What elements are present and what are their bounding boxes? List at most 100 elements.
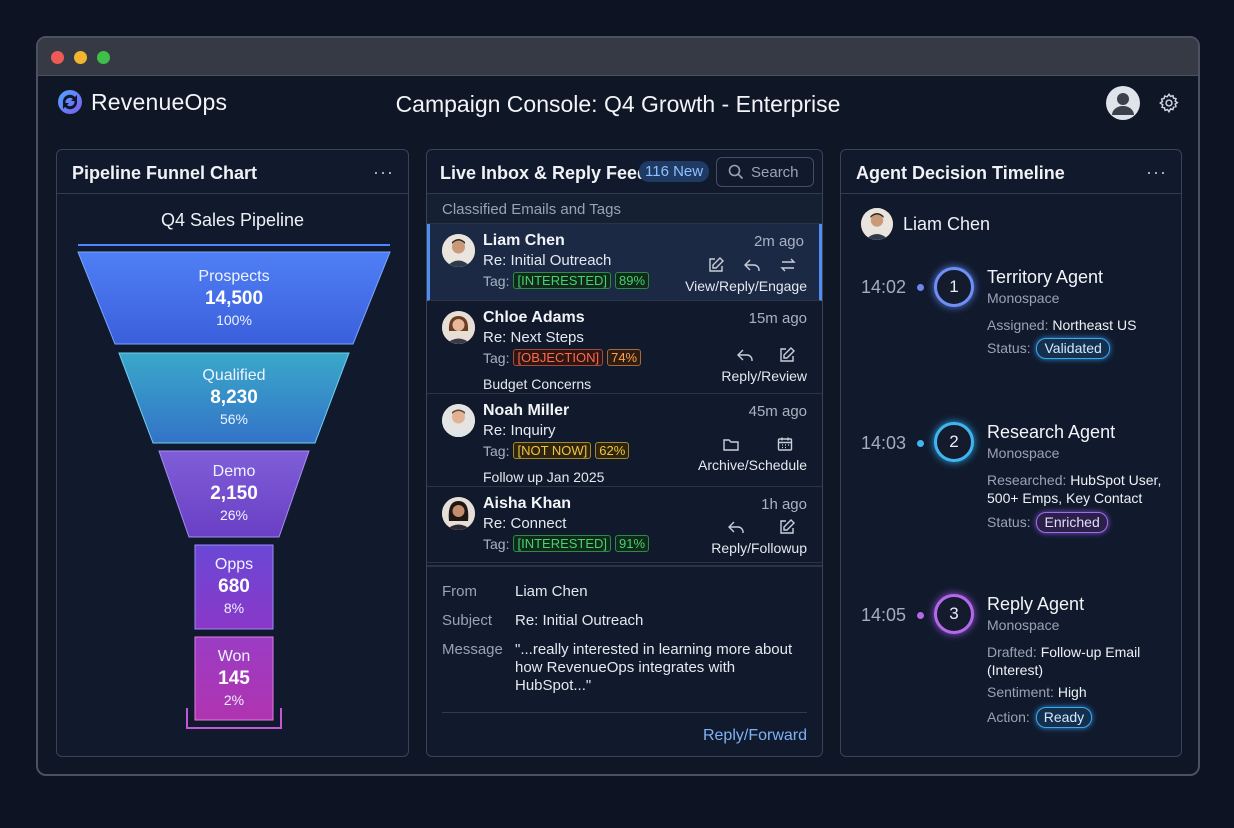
- new-count-badge[interactable]: 116 New: [639, 161, 710, 182]
- settings-gear-icon[interactable]: [1158, 92, 1180, 114]
- email-sender: Chloe Adams: [483, 309, 585, 326]
- confidence-score: 62%: [595, 442, 630, 459]
- edit-icon[interactable]: [778, 346, 796, 364]
- detail-from: Liam Chen: [515, 583, 588, 600]
- tag-interested: [INTERESTED]: [513, 535, 612, 552]
- timeline-marker: [917, 440, 924, 447]
- email-tag-row: Tag: [INTERESTED] 89%: [483, 272, 650, 289]
- email-time: 2m ago: [753, 233, 804, 250]
- agent-name: Territory Agent: [987, 267, 1104, 287]
- agent-name: Reply Agent: [987, 594, 1085, 614]
- inbox-subheader: Classified Emails and Tags: [427, 194, 822, 224]
- stage-name: Won: [217, 648, 251, 665]
- user-avatar-button[interactable]: [1106, 86, 1140, 120]
- email-action-links[interactable]: Reply/Review: [721, 368, 807, 384]
- funnel-stage-qualified: [118, 352, 350, 444]
- page-title: Campaign Console: Q4 Growth - Enterprise: [395, 91, 841, 117]
- maximize-window-button[interactable]: [97, 51, 110, 64]
- email-item[interactable]: Chloe Adams Re: Next Steps Tag: [OBJECTI…: [427, 301, 822, 394]
- email-subject: Re: Connect: [483, 515, 567, 532]
- email-sender: Aisha Khan: [483, 495, 572, 512]
- timeline-user-name: Liam Chen: [903, 213, 991, 234]
- tag-interested: [INTERESTED]: [513, 272, 612, 289]
- edit-icon[interactable]: [778, 518, 796, 536]
- tag-label: Tag:: [483, 349, 510, 366]
- search-icon: [728, 164, 744, 180]
- tag-label: Tag:: [483, 442, 510, 459]
- stage-name: Demo: [212, 463, 256, 480]
- stage-value: 680: [218, 576, 250, 597]
- timeline-user: Liam Chen: [861, 208, 990, 240]
- avatar: [442, 404, 475, 437]
- email-item[interactable]: Aisha Khan Re: Connect Tag: [INTERESTED]…: [427, 487, 822, 563]
- drafted-field: Drafted: Follow-up Email (Interest): [987, 643, 1167, 679]
- pipeline-funnel-panel: Pipeline Funnel Chart ··· Q4 Sales Pipel…: [56, 149, 409, 757]
- panel-title: Agent Decision Timeline: [856, 163, 1065, 183]
- status-badge: Enriched: [1036, 512, 1108, 533]
- confidence-score: 89%: [615, 272, 650, 289]
- folder-icon[interactable]: [722, 435, 740, 453]
- step-3-circle[interactable]: 3: [934, 594, 974, 634]
- more-options-icon[interactable]: ···: [1146, 162, 1167, 182]
- funnel-label-won: Won 145 2%: [195, 648, 273, 708]
- edit-icon[interactable]: [707, 256, 725, 274]
- funnel-stage-prospects: [77, 251, 391, 345]
- researched-field: Researched: HubSpot User, 500+ Emps, Key…: [987, 471, 1177, 507]
- confidence-score: 91%: [615, 535, 650, 552]
- brand-name: RevenueOps: [91, 88, 228, 115]
- funnel-label-prospects: Prospects 14,500 100%: [115, 268, 353, 328]
- reply-icon[interactable]: [727, 518, 745, 536]
- email-action-links[interactable]: Archive/Schedule: [698, 457, 807, 473]
- reply-icon[interactable]: [736, 346, 754, 364]
- status-badge: Validated: [1036, 338, 1110, 359]
- panel-title: Live Inbox & Reply Feed: [440, 163, 649, 183]
- assigned-field: Assigned: Northeast US: [987, 316, 1136, 334]
- step-2-circle[interactable]: 2: [934, 422, 974, 462]
- email-action-links[interactable]: View/Reply/Engage: [685, 278, 807, 294]
- email-tag-row: Tag: [INTERESTED] 91%: [483, 535, 650, 552]
- sentiment-field: Sentiment: High: [987, 683, 1087, 701]
- minimize-window-button[interactable]: [74, 51, 87, 64]
- agent-timeline-panel: Agent Decision Timeline ··· Liam Chen: [840, 149, 1182, 757]
- tag-not-now: [NOT NOW]: [513, 442, 592, 459]
- email-note: Follow up Jan 2025: [483, 469, 605, 485]
- email-time: 15m ago: [748, 310, 807, 327]
- close-window-button[interactable]: [51, 51, 64, 64]
- field-label: Sentiment:: [987, 684, 1054, 700]
- action-badge[interactable]: Ready: [1035, 707, 1093, 728]
- email-action-icons: [722, 435, 794, 453]
- calendar-icon[interactable]: [776, 435, 794, 453]
- swap-icon[interactable]: [779, 256, 797, 274]
- tag-label: Tag:: [483, 272, 510, 289]
- stage-name: Opps: [214, 556, 254, 573]
- avatar: [442, 497, 475, 530]
- agent-subtitle: Monospace: [987, 445, 1060, 461]
- email-item[interactable]: Liam Chen Re: Initial Outreach Tag: [INT…: [427, 224, 822, 301]
- field-label: Status:: [987, 514, 1031, 530]
- panel-header: Live Inbox & Reply Feed 116 New Search: [427, 150, 822, 194]
- stage-value: 145: [218, 668, 250, 689]
- field-label: Assigned:: [987, 317, 1049, 333]
- search-input[interactable]: Search: [716, 157, 814, 187]
- email-action-icons: [727, 518, 796, 536]
- email-action-links[interactable]: Reply/Followup: [711, 540, 807, 556]
- panel-title: Pipeline Funnel Chart: [72, 163, 258, 183]
- funnel-stage-won: [194, 636, 274, 721]
- app-header: RevenueOps Campaign Console: Q4 Growth -…: [38, 76, 1198, 132]
- more-options-icon[interactable]: ···: [373, 162, 394, 182]
- brand-logo[interactable]: RevenueOps: [56, 88, 227, 116]
- email-detail: From Liam Chen Subject Re: Initial Outre…: [427, 565, 822, 756]
- stage-name: Qualified: [202, 367, 266, 384]
- stage-percent: 26%: [219, 507, 249, 523]
- reply-icon[interactable]: [743, 256, 761, 274]
- title-bar: [38, 38, 1198, 76]
- timeline-marker: [917, 612, 924, 619]
- funnel-stage-opps: [194, 544, 274, 630]
- email-item[interactable]: Noah Miller Re: Inquiry Tag: [NOT NOW] 6…: [427, 394, 822, 487]
- reply-forward-link[interactable]: Reply/Forward: [702, 727, 807, 744]
- field-label: Researched:: [987, 472, 1067, 488]
- email-time: 1h ago: [761, 496, 807, 513]
- divider: [442, 712, 807, 713]
- step-1-circle[interactable]: 1: [934, 267, 974, 307]
- user-icon: [1112, 93, 1134, 115]
